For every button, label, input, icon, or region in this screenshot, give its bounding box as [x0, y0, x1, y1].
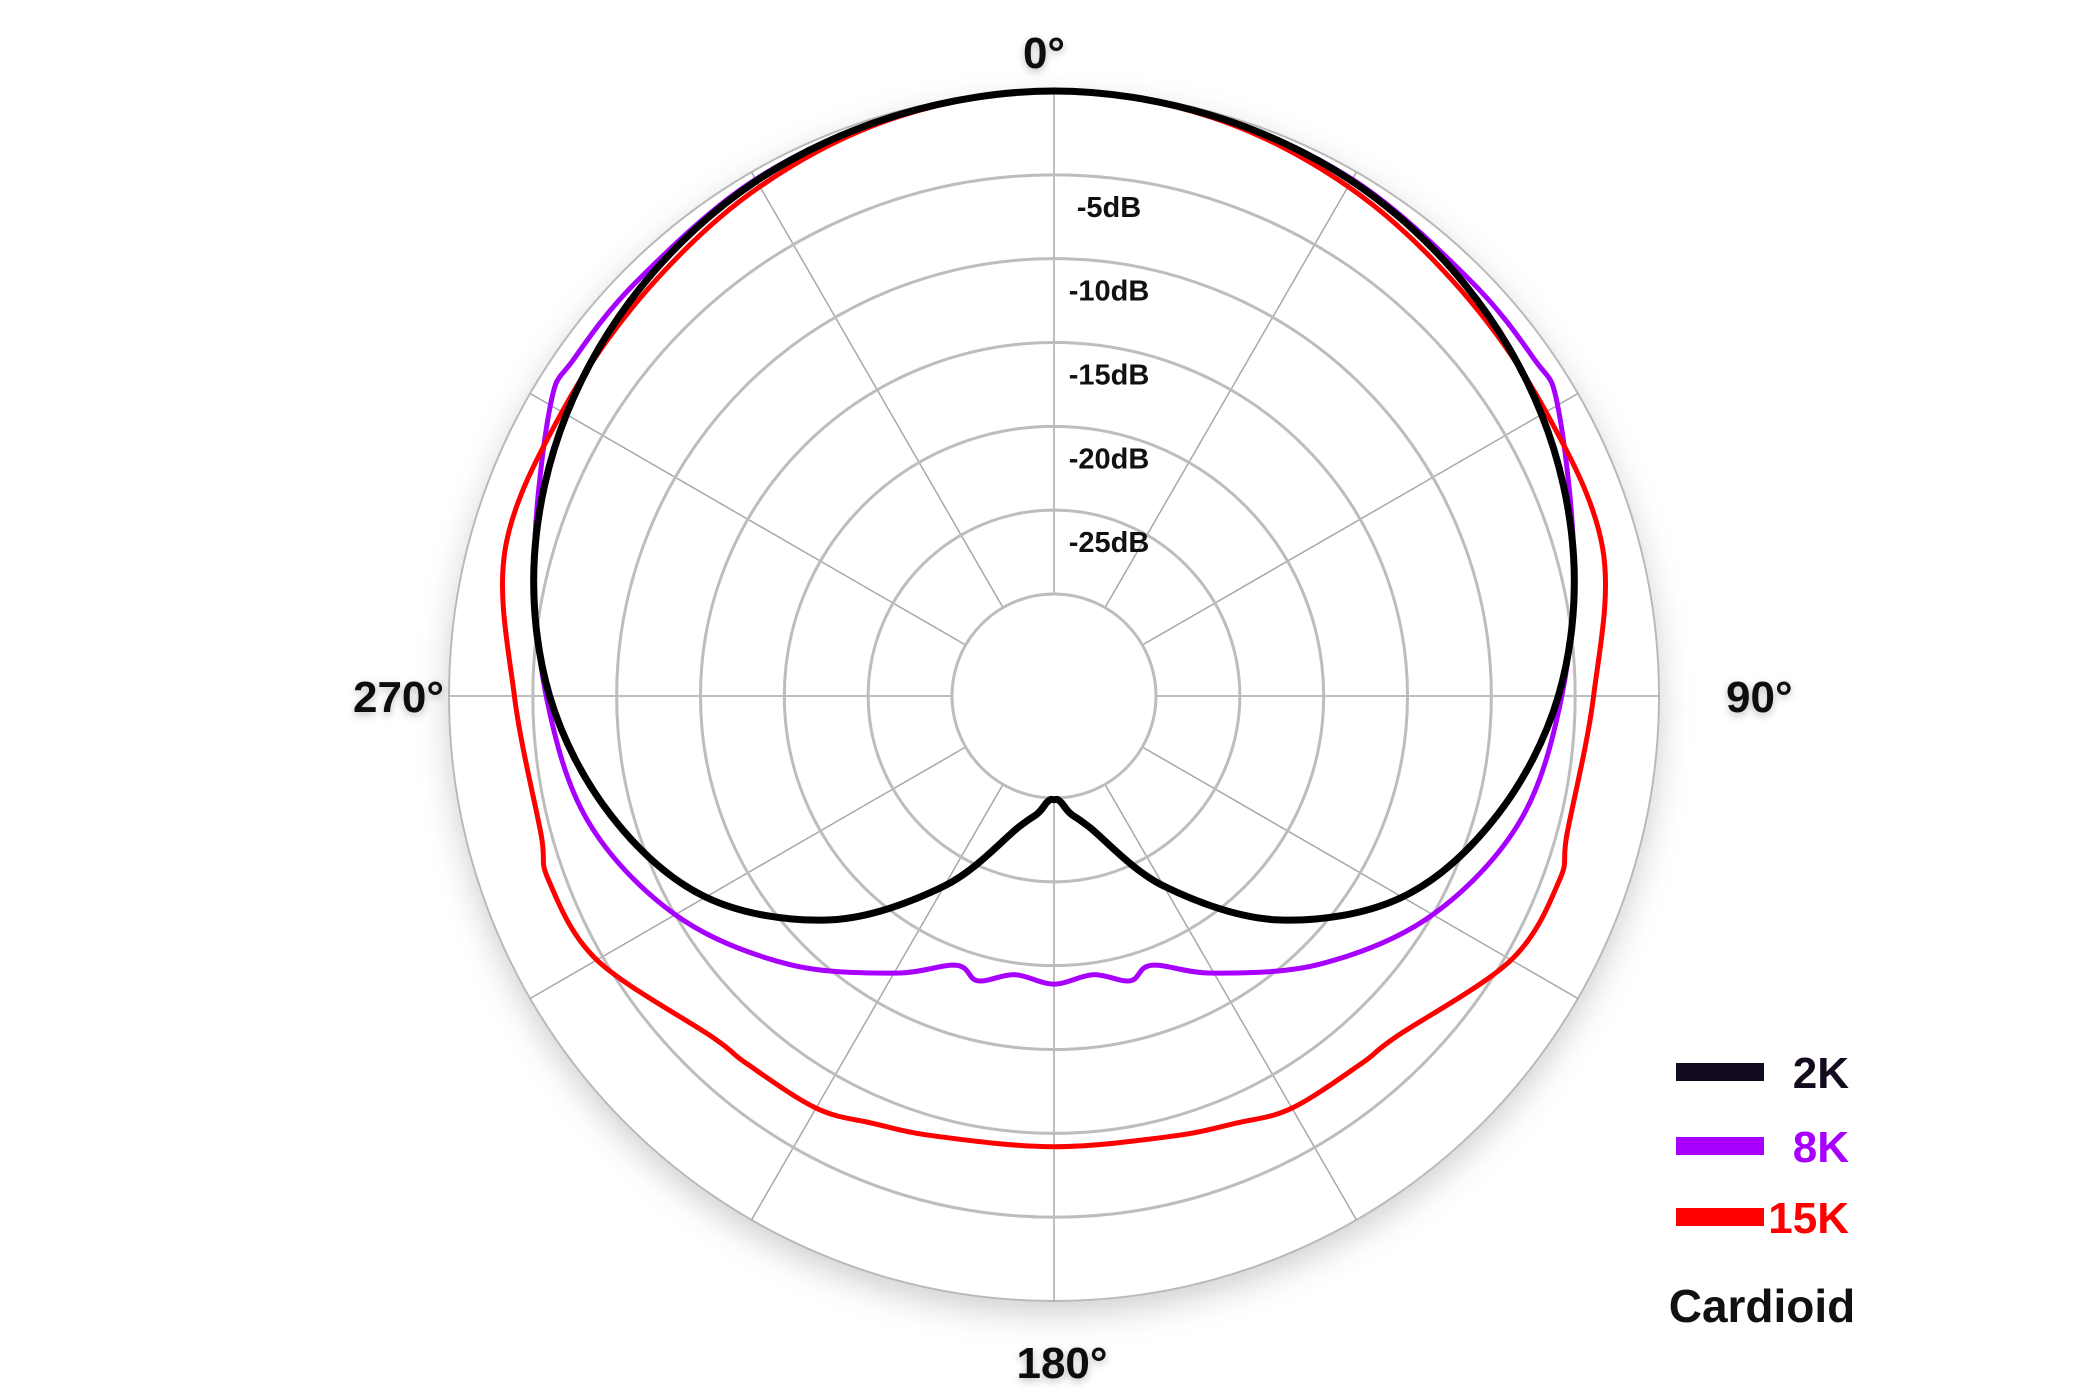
- legend-label-2k: 2K: [1793, 1049, 1849, 1098]
- angle-label-0: 0°: [1023, 29, 1065, 78]
- angle-labels: 0° 90° 180° 270°: [353, 29, 1793, 1388]
- angle-label-180: 180°: [1016, 1339, 1107, 1388]
- legend-swatch-8k: [1676, 1137, 1764, 1155]
- series-curve-2k: [530, 87, 1578, 924]
- angle-label-90: 90°: [1726, 673, 1793, 722]
- legend-swatch-2k: [1676, 1063, 1764, 1081]
- ring-labels: -5dB -10dB -15dB -20dB -25dB: [1069, 192, 1150, 559]
- legend-swatch-15k: [1676, 1208, 1764, 1226]
- legend-label-8k: 8K: [1793, 1123, 1849, 1172]
- series-curves: [499, 87, 1609, 1150]
- ring-25db: [866, 508, 1242, 884]
- angle-label-270: 270°: [353, 673, 444, 722]
- ring-10db: [615, 257, 1493, 1135]
- ring-label: -10dB: [1069, 276, 1150, 308]
- ring-5db: [531, 173, 1577, 1219]
- series-curve-15k: [499, 88, 1609, 1150]
- pattern-label: Cardioid: [1669, 1280, 1856, 1332]
- polar-grid: [448, 90, 1660, 1302]
- ring-label: -15dB: [1069, 360, 1150, 392]
- ring-15db: [699, 341, 1409, 1051]
- series-curve-8k: [531, 88, 1577, 987]
- ring-label: -25dB: [1069, 527, 1150, 559]
- ring-label: -20dB: [1069, 443, 1150, 475]
- ring-20db: [782, 424, 1326, 968]
- legend-label-15k: 15K: [1768, 1194, 1849, 1243]
- ring-label: -5dB: [1077, 192, 1141, 224]
- legend: 2K 8K 15K: [1676, 1049, 1849, 1243]
